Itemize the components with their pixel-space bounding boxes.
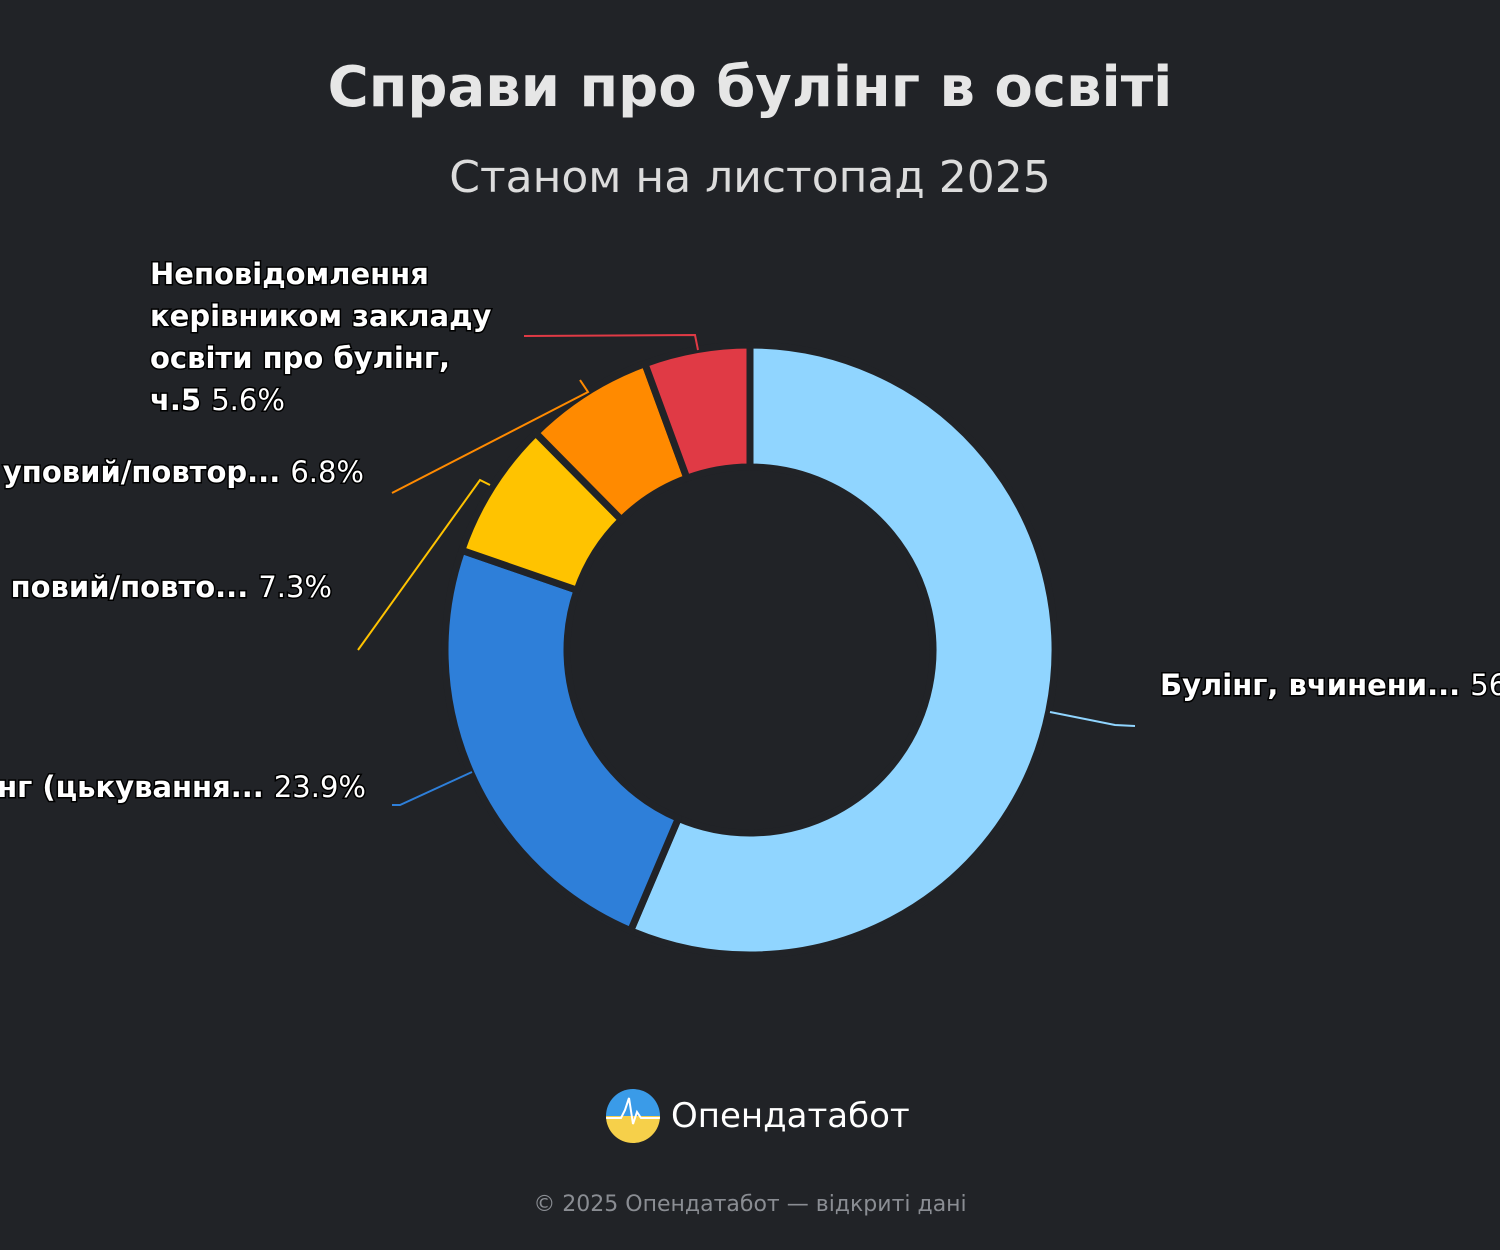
- donut-slice[interactable]: [641, 341, 754, 482]
- slice-label: уповий/повтор... 6.8%: [3, 455, 364, 489]
- donut-slice[interactable]: [441, 546, 682, 935]
- leader-line: [523, 333, 699, 351]
- chart-subtitle: Станом на листопад 2025: [449, 152, 1051, 203]
- leader-line: [1049, 711, 1136, 727]
- brand-name: Опендатабот: [671, 1096, 910, 1136]
- slice-label: Неповідомлення керівником закладу освіти п…: [150, 257, 491, 417]
- slice-label: Булінг, вчинени... 56: [1160, 668, 1500, 702]
- donut-slice[interactable]: [627, 341, 1059, 959]
- slice-label: повий/повто... 7.3%: [11, 570, 332, 604]
- slice-label: нг (цькування... 23.9%: [0, 770, 366, 804]
- leader-line: [357, 478, 491, 651]
- footer-copyright: © 2025 Опендатабот — відкриті дані: [533, 1192, 967, 1217]
- leader-line: [392, 771, 473, 806]
- leader-line: [391, 379, 590, 494]
- opendatabot-logo-icon: [606, 1089, 660, 1143]
- brand-logo[interactable]: Опендатабот: [605, 1088, 910, 1144]
- chart-title: Справи про булінг в освіті: [327, 55, 1173, 120]
